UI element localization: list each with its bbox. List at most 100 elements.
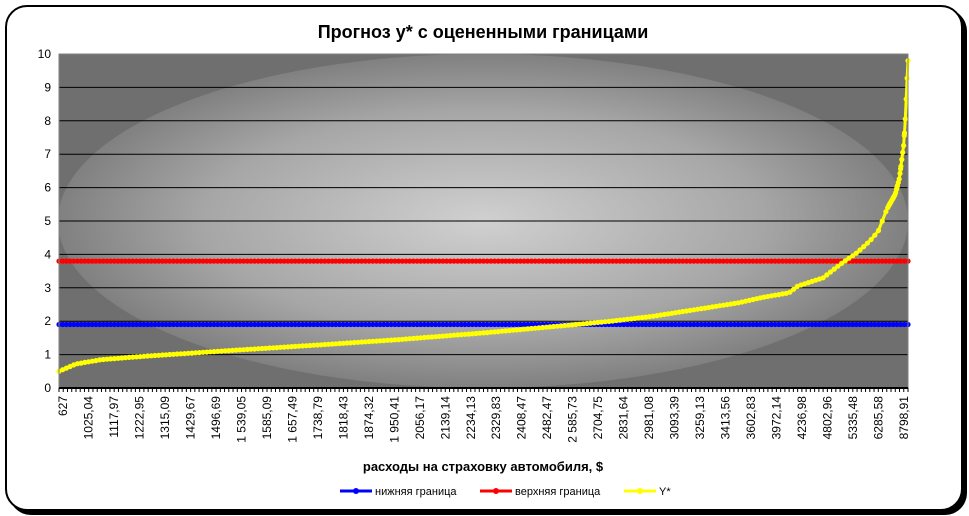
data-point (148, 258, 154, 264)
data-point (311, 321, 317, 328)
data-point (425, 321, 431, 328)
data-point (318, 321, 324, 328)
data-point (469, 321, 475, 328)
data-point (259, 321, 265, 328)
data-point (274, 321, 280, 328)
data-point (303, 343, 309, 349)
data-point (635, 321, 642, 328)
data-point (746, 321, 752, 328)
data-point (717, 321, 723, 328)
data-point (137, 354, 143, 360)
data-point (237, 347, 243, 353)
data-point (196, 350, 202, 356)
data-point (776, 258, 782, 264)
data-point (861, 244, 867, 250)
data-point (499, 258, 505, 264)
data-point (204, 321, 210, 328)
data-point (772, 258, 778, 264)
data-point (289, 321, 295, 328)
data-point (130, 321, 136, 328)
data-point (900, 149, 906, 156)
data-point (647, 321, 653, 328)
data-point (204, 258, 210, 264)
data-point (399, 321, 405, 328)
data-point (362, 258, 368, 264)
data-point (432, 334, 439, 340)
data-point (181, 351, 188, 357)
data-point (521, 321, 527, 328)
data-point (71, 321, 77, 328)
data-point (628, 321, 634, 328)
data-point (827, 269, 834, 275)
data-point (857, 321, 863, 328)
data-point (145, 353, 151, 359)
data-point (122, 321, 128, 328)
data-point (292, 258, 298, 264)
data-point (359, 258, 365, 264)
data-point (248, 346, 254, 352)
data-point (879, 321, 885, 328)
data-point (377, 321, 383, 328)
data-point (104, 258, 110, 264)
legend: нижняя граница верхняя граница Y* (340, 486, 671, 498)
data-point (904, 75, 910, 81)
data-point (528, 321, 535, 328)
data-point (229, 258, 236, 264)
data-point (735, 321, 741, 328)
data-point (333, 341, 339, 347)
y-tick-label: 10 (38, 47, 52, 61)
data-point (218, 348, 224, 354)
data-point (488, 258, 494, 264)
data-point (864, 258, 871, 264)
data-point (554, 258, 560, 264)
x-tick-label: 1025,04 (81, 396, 95, 440)
data-point (720, 321, 727, 328)
data-point (809, 258, 815, 264)
data-point (211, 258, 217, 264)
data-point (207, 321, 213, 328)
data-point (779, 321, 786, 328)
data-point (779, 258, 786, 264)
x-tick-label: 627 (56, 396, 70, 416)
data-point (898, 163, 904, 169)
data-point (695, 321, 701, 328)
data-point (410, 258, 416, 264)
data-point (122, 258, 128, 264)
data-point (750, 321, 756, 328)
data-point (853, 250, 859, 256)
data-point (133, 258, 140, 264)
data-point (746, 258, 752, 264)
data-point (241, 321, 247, 328)
data-point (864, 321, 871, 328)
data-point (178, 258, 184, 264)
data-point (252, 321, 258, 328)
data-point (233, 321, 239, 328)
data-point (492, 258, 498, 264)
data-point (754, 321, 760, 328)
data-point (97, 321, 103, 328)
data-point (528, 258, 535, 264)
data-point (676, 258, 682, 264)
data-point (314, 258, 320, 264)
data-point (868, 321, 874, 328)
data-point (296, 258, 302, 264)
data-point (237, 321, 243, 328)
data-point (60, 321, 66, 328)
data-point (307, 321, 313, 328)
data-point (255, 346, 261, 352)
data-point (159, 321, 165, 328)
data-point (111, 258, 117, 264)
data-point (805, 321, 811, 328)
data-point (713, 258, 719, 264)
data-point (263, 321, 269, 328)
data-point (890, 321, 896, 328)
data-point (676, 321, 682, 328)
data-point (266, 345, 272, 351)
data-point (189, 258, 195, 264)
data-point (266, 321, 272, 328)
data-point (167, 321, 173, 328)
data-point (896, 176, 902, 182)
y-tick-label: 5 (44, 214, 51, 228)
data-point (370, 258, 376, 264)
x-tick-label: 6285,58 (872, 396, 886, 440)
